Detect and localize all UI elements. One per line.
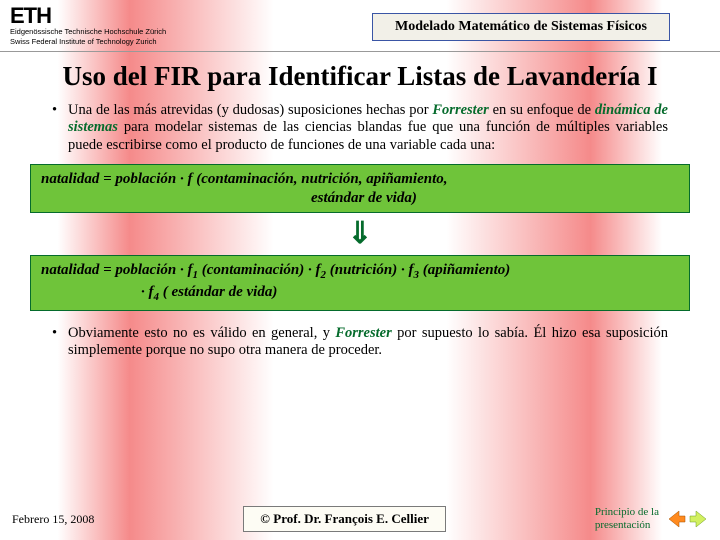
- forrester-name: Forrester: [432, 102, 488, 118]
- footer-nav[interactable]: Principio de la presentación: [595, 506, 708, 531]
- bullet-1-text: Una de las más atrevidas (y dudosas) sup…: [68, 102, 668, 154]
- down-arrow-icon: ⇓: [0, 217, 720, 251]
- bullet-2: • Obviamente esto no es válido en genera…: [0, 315, 720, 366]
- bullet-dot: •: [52, 102, 68, 154]
- arrow-right-icon[interactable]: [688, 509, 708, 529]
- header: ETH Eidgenössische Technische Hochschule…: [0, 0, 720, 52]
- formula1-line2: estándar de vida): [41, 189, 679, 208]
- arrow-left-icon[interactable]: [667, 509, 687, 529]
- bullet-2-text: Obviamente esto no es válido en general,…: [68, 325, 668, 360]
- slide-title: Uso del FIR para Identificar Listas de L…: [0, 52, 720, 98]
- footer-date: Febrero 15, 2008: [12, 512, 94, 527]
- bullet-dot: •: [52, 325, 68, 360]
- eth-subtitle-1: Eidgenössische Technische Hochschule Zür…: [10, 28, 166, 37]
- formula2-line1: natalidad = población · f1 (contaminació…: [41, 261, 679, 283]
- eth-subtitle-2: Swiss Federal Institute of Technology Zu…: [10, 38, 166, 47]
- bullet-1: • Una de las más atrevidas (y dudosas) s…: [0, 98, 720, 160]
- nav-home-link[interactable]: Principio de la presentación: [595, 506, 659, 531]
- formula-box-2: natalidad = población · f1 (contaminació…: [30, 255, 690, 311]
- formula-box-1: natalidad = población · f (contaminación…: [30, 164, 690, 214]
- eth-logo: ETH: [10, 6, 166, 26]
- course-title-badge: Modelado Matemático de Sistemas Físicos: [372, 13, 670, 41]
- eth-logo-block: ETH Eidgenössische Technische Hochschule…: [10, 6, 166, 47]
- nav-arrows[interactable]: [667, 509, 708, 529]
- forrester-name: Forrester: [335, 325, 391, 341]
- footer-author: © Prof. Dr. François E. Cellier: [243, 506, 446, 532]
- formula1-line1: natalidad = población · f (contaminación…: [41, 170, 679, 189]
- formula2-line2: · f4 ( estándar de vida): [41, 283, 679, 305]
- footer: Febrero 15, 2008 © Prof. Dr. François E.…: [0, 500, 720, 540]
